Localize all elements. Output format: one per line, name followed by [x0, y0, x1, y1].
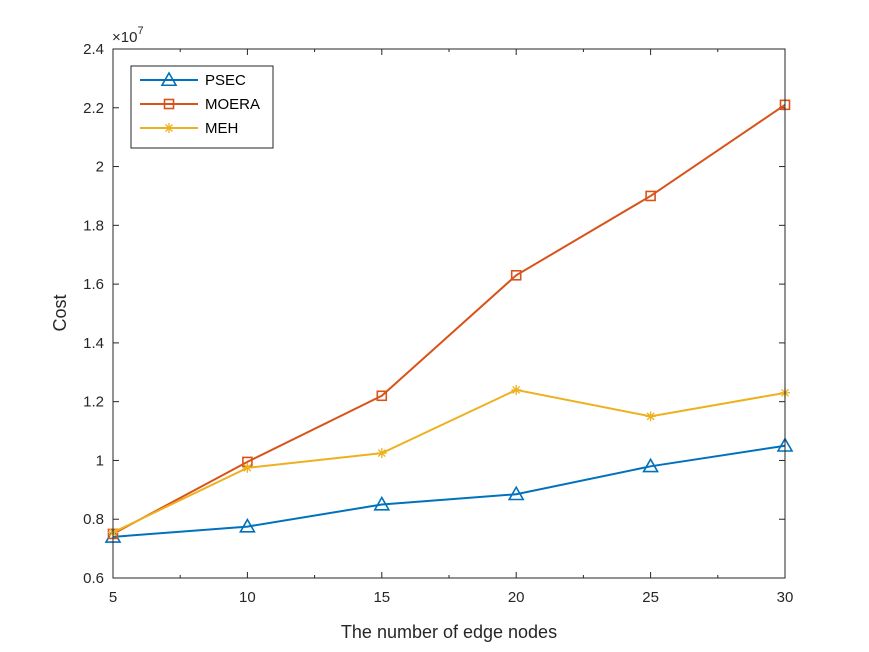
x-tick-label: 5	[109, 589, 117, 606]
x-axis-label: The number of edge nodes	[341, 622, 557, 642]
data-point	[645, 411, 656, 422]
y-tick-label: 0.8	[83, 511, 104, 528]
data-point	[376, 390, 388, 402]
legend-label: MEH	[205, 120, 238, 137]
y-axis-multiplier: ×107	[112, 25, 144, 46]
legend-entry: PSEC	[140, 71, 246, 89]
y-tick-label: 1.4	[83, 335, 104, 352]
legend-label: MOERA	[205, 96, 260, 113]
y-axis-label: Cost	[50, 294, 70, 331]
data-point	[511, 384, 522, 395]
legend-marker	[163, 98, 175, 110]
data-point	[373, 495, 391, 511]
data-point	[642, 457, 659, 473]
y-tick-label: 1.8	[83, 217, 104, 234]
plot-frame	[112, 48, 786, 579]
data-point	[645, 190, 656, 202]
legend-marker	[160, 71, 178, 87]
x-tick-label: 30	[777, 589, 794, 606]
legend-entry: MEH	[140, 120, 238, 137]
y-tick-label: 1.6	[83, 276, 104, 293]
y-tick-label: 0.6	[83, 570, 104, 587]
legend-marker	[164, 123, 174, 133]
legend-label: PSEC	[205, 72, 246, 89]
x-tick-label: 10	[239, 589, 256, 606]
x-tick-label: 25	[642, 589, 659, 606]
data-point	[510, 269, 522, 281]
x-tick-label: 15	[373, 589, 390, 606]
legend-entry: MOERA	[140, 96, 260, 113]
y-tick-label: 1	[96, 452, 104, 469]
series-line	[112, 104, 786, 535]
series-line	[112, 444, 786, 538]
data-point	[376, 448, 387, 459]
data-point	[507, 485, 525, 501]
series-line	[112, 388, 786, 534]
y-tick-label: 1.2	[83, 394, 104, 411]
data-point	[239, 517, 256, 533]
y-tick-label: 2	[96, 159, 104, 176]
y-tick-label: 2.4	[83, 41, 104, 58]
y-tick-label: 2.2	[83, 100, 104, 117]
x-tick-label: 20	[508, 589, 525, 606]
data-point	[242, 462, 253, 473]
legend: PSEC MOERA MEH	[130, 65, 274, 149]
